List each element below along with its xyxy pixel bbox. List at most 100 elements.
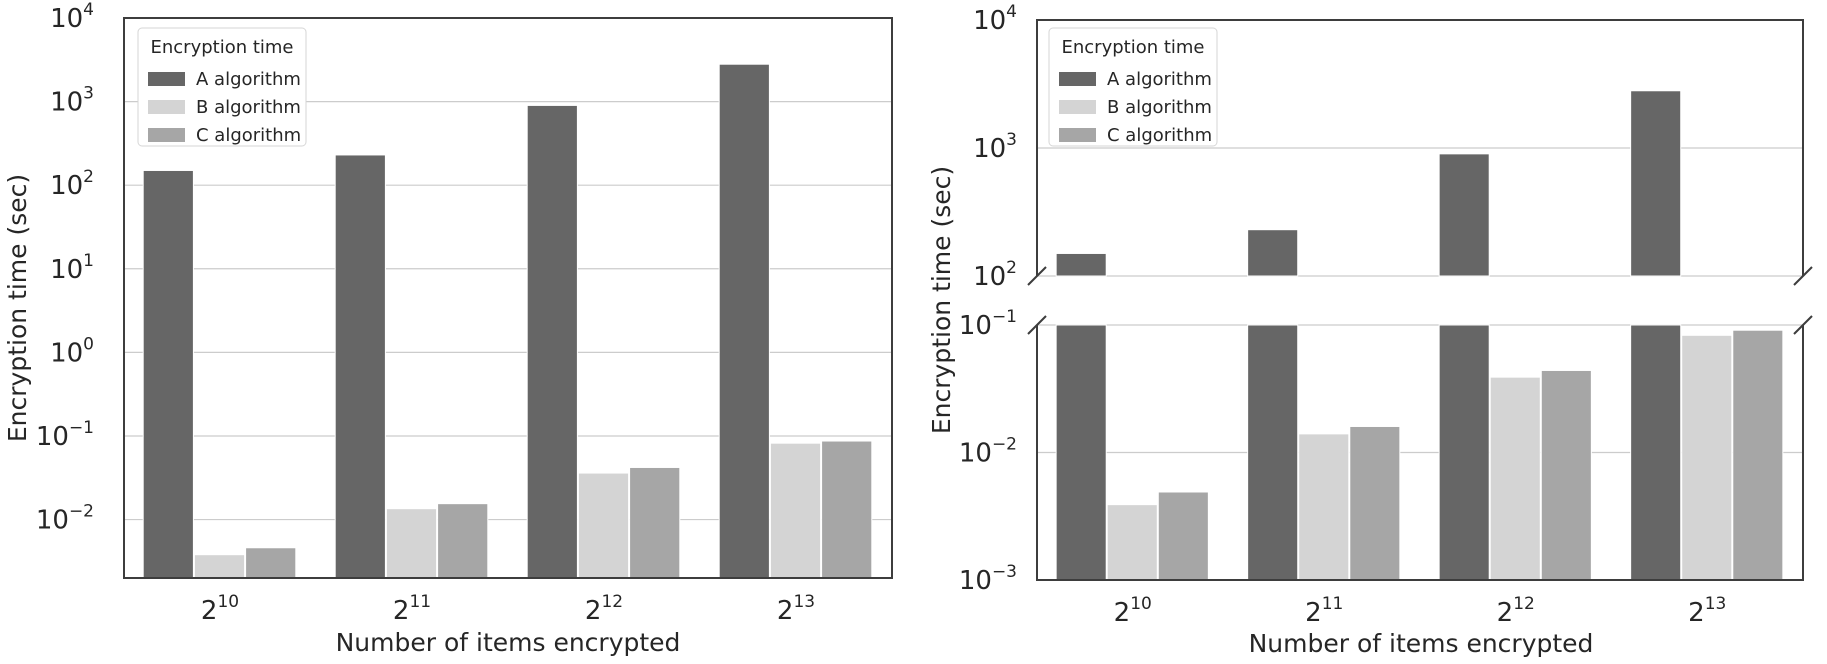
y-tick-label-2-upper-2-exp: 3 [1006, 130, 1017, 150]
bar-1-a-1 [142, 169, 194, 579]
y-tick-label-2-upper-3-exp: 2 [1006, 258, 1017, 278]
y-axis-label-2: Encryption time (sec) [927, 166, 956, 434]
x-tick-label-1-1-exp: 10 [217, 592, 239, 612]
legend-label-3: C algorithm [1107, 125, 1212, 146]
y-tick-label-1-1-base: 10 [50, 4, 83, 34]
plot-frame-2-lower [1036, 325, 1804, 581]
y-tick-label-2-lower-2-exp: −2 [992, 435, 1017, 455]
x-tick-label-2-4: 213 [1688, 594, 1726, 628]
bar-1-c-4 [821, 440, 873, 579]
y-axis-label-1: Encryption time (sec) [3, 174, 32, 442]
y-tick-label-1-2: 103 [50, 84, 94, 118]
y-tick-label-1-7-exp: −2 [69, 502, 94, 522]
bar-2-lower-c-4 [1732, 329, 1784, 581]
y-tick-label-1-3-base: 10 [50, 171, 83, 201]
y-tick-label-1-3-exp: 2 [83, 167, 94, 187]
x-tick-label-2-1-exp: 10 [1130, 594, 1152, 614]
y-tick-label-2-lower-3-exp: −3 [992, 562, 1017, 582]
legend-swatch-2 [148, 100, 185, 114]
y-tick-label-2-upper-2: 103 [973, 130, 1017, 164]
x-tick-label-1-1: 210 [201, 592, 239, 626]
bar-2-lower-c-1 [1157, 491, 1209, 581]
y-tick-label-2-upper-3: 102 [973, 258, 1017, 292]
bar-2-lower-b-3 [1489, 376, 1541, 581]
x-tick-label-2-2: 211 [1305, 594, 1343, 628]
bar-1-a-3 [526, 104, 578, 579]
x-tick-label-2-4-base: 2 [1688, 598, 1705, 628]
legend-label-2: B algorithm [1107, 97, 1212, 118]
y-tick-label-1-1-exp: 4 [83, 0, 94, 20]
legend-swatch-3 [1059, 128, 1096, 142]
y-tick-label-1-6-exp: −1 [69, 418, 94, 438]
bar-2-lower-c-3 [1540, 369, 1592, 581]
legend-2: Encryption time A algorithm B algorithm C a… [1048, 27, 1218, 147]
x-tick-label-1-2: 211 [393, 592, 431, 626]
bar-2-upper-a-4 [1630, 90, 1682, 277]
x-tick-label-1-3: 212 [585, 592, 623, 626]
y-tick-label-2-lower-1-exp: −1 [992, 307, 1017, 327]
legend-label-1: A algorithm [196, 69, 301, 90]
bar-1-c-2 [437, 503, 489, 579]
bar-1-c-3 [629, 466, 681, 579]
bar-2-lower-a-1 [1055, 324, 1107, 581]
y-tick-label-1-2-base: 10 [50, 88, 83, 118]
bar-1-b-4 [769, 442, 822, 579]
y-tick-label-2-lower-2: 10−2 [959, 435, 1017, 469]
axis-break-mark-4 [1793, 315, 1813, 335]
y-tick-label-1-4-base: 10 [50, 255, 83, 285]
x-tick-label-2-2-base: 2 [1305, 598, 1322, 628]
bar-1-b-3 [577, 472, 630, 579]
axis-break-mark-1 [1027, 266, 1047, 286]
legend-1: Encryption time A algorithm B algorithm C a… [137, 27, 307, 147]
bar-2-lower-a-3 [1438, 324, 1490, 581]
legend-swatch-1 [1059, 72, 1096, 86]
y-tick-label-1-4-exp: 1 [83, 251, 94, 271]
y-tick-label-2-lower-1-base: 10 [959, 311, 992, 341]
legend-title: Encryption time [1061, 37, 1204, 58]
plot-frame-1 [123, 17, 893, 579]
bar-1-b-2 [385, 508, 438, 579]
y-tick-label-1-3: 102 [50, 167, 94, 201]
legend-label-1: A algorithm [1107, 69, 1212, 90]
y-tick-label-2-upper-3-base: 10 [973, 262, 1006, 292]
plot-frame-2-upper [1036, 19, 1804, 276]
bar-2-lower-b-4 [1681, 334, 1733, 581]
y-tick-label-2-upper-1-exp: 4 [1006, 2, 1017, 22]
x-axis-label-2: Number of items encrypted [1249, 629, 1594, 658]
legend-label-3: C algorithm [196, 125, 301, 146]
bar-1-b-1 [193, 554, 246, 579]
y-tick-label-1-4: 101 [50, 251, 94, 285]
legend-title: Encryption time [150, 37, 293, 58]
axis-break-mark-3 [1027, 315, 1047, 335]
bar-2-lower-c-2 [1349, 425, 1401, 581]
y-tick-label-2-upper-2-base: 10 [973, 134, 1006, 164]
bar-1-a-2 [334, 154, 386, 579]
x-tick-label-2-1: 210 [1114, 594, 1152, 628]
legend-box [1048, 27, 1218, 147]
y-tick-label-2-lower-3-base: 10 [959, 566, 992, 596]
bar-2-upper-a-2 [1247, 229, 1299, 277]
x-tick-label-1-1-base: 2 [201, 596, 218, 626]
x-axis-label-1: Number of items encrypted [336, 628, 681, 657]
bar-2-lower-b-2 [1298, 433, 1350, 581]
x-tick-label-1-4-base: 2 [777, 596, 794, 626]
y-tick-label-1-5: 100 [50, 334, 94, 368]
y-tick-label-1-2-exp: 3 [83, 84, 94, 104]
y-tick-label-2-lower-1: 10−1 [959, 307, 1017, 341]
x-tick-label-1-3-exp: 12 [601, 592, 623, 612]
bar-2-lower-a-2 [1247, 324, 1299, 581]
x-tick-label-2-4-exp: 13 [1705, 594, 1727, 614]
x-tick-label-2-2-exp: 11 [1322, 594, 1344, 614]
x-tick-label-1-2-base: 2 [393, 596, 410, 626]
x-tick-label-2-3: 212 [1497, 594, 1535, 628]
axis-break-mark-2 [1793, 266, 1813, 286]
y-tick-label-1-6-base: 10 [36, 422, 69, 452]
x-tick-label-1-4-exp: 13 [793, 592, 815, 612]
y-tick-label-2-lower-2-base: 10 [959, 439, 992, 469]
y-tick-label-2-lower-3: 10−3 [959, 562, 1017, 596]
x-tick-label-1-3-base: 2 [585, 596, 602, 626]
y-tick-label-1-7-base: 10 [36, 506, 69, 536]
y-tick-label-1-6: 10−1 [36, 418, 94, 452]
x-tick-label-1-4: 213 [777, 592, 815, 626]
